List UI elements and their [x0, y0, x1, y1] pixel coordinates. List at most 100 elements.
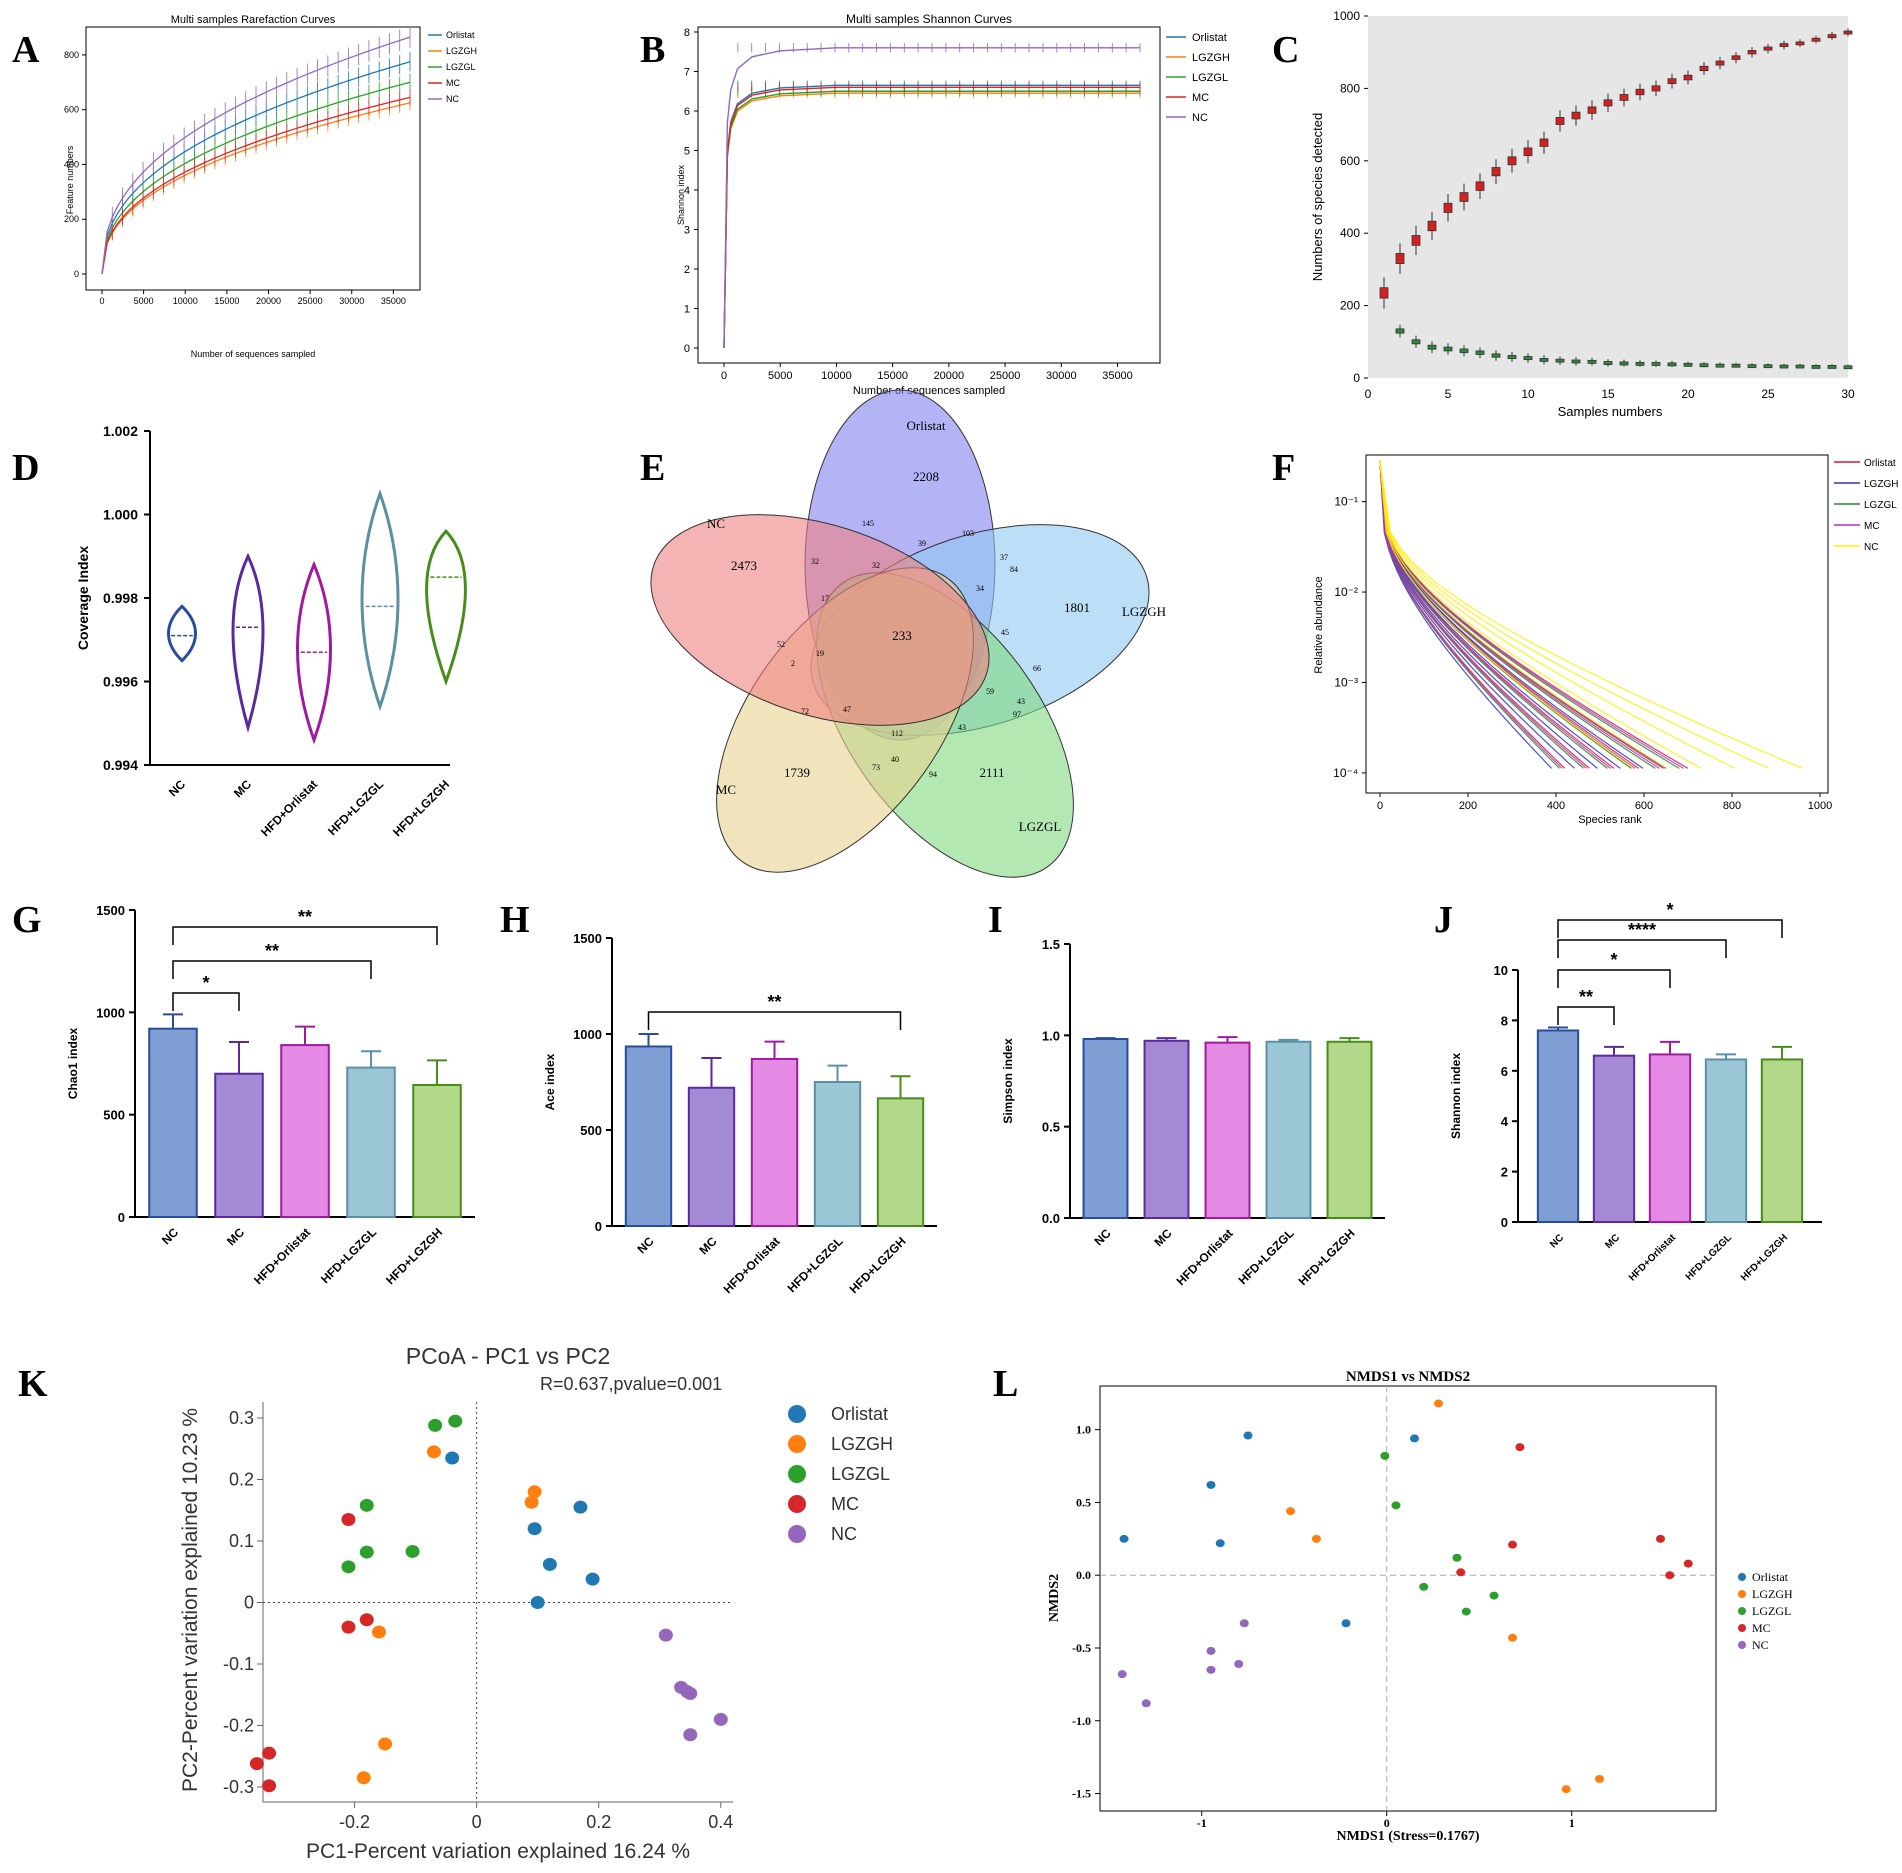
significance-bracket: [1557, 969, 1671, 988]
venn-unique-count: 1739: [784, 765, 810, 780]
legend-marker: [1738, 1607, 1746, 1615]
x-axis-label: Number of sequences sampled: [853, 385, 1005, 397]
significance-label: **: [298, 907, 312, 927]
y-tick-label: 400: [64, 159, 79, 169]
legend-label: NC: [446, 94, 459, 104]
venn-shared-count: 32: [811, 557, 819, 566]
y-tick-label: 4: [1501, 1114, 1509, 1129]
point-lgzgh: [1508, 1633, 1518, 1642]
pan-box: [1699, 65, 1709, 72]
point-lgzgh: [356, 1771, 371, 1785]
point-orlistat: [585, 1572, 600, 1586]
chart-title: NMDS1 vs NMDS2: [1346, 1369, 1470, 1385]
pan-box: [1411, 235, 1421, 246]
series-line-mc: [723, 86, 1140, 349]
legend-marker: [1738, 1641, 1746, 1649]
legend-marker: [1738, 1573, 1746, 1581]
core-box: [1811, 365, 1821, 369]
venn-shared-count: 94: [929, 770, 937, 779]
y-tick-label: 0.0: [1076, 1568, 1091, 1582]
point-mc: [262, 1779, 277, 1793]
point-orlistat: [1409, 1434, 1419, 1443]
legend-label: LGZGL: [1192, 72, 1228, 84]
point-lgzgl: [1461, 1607, 1471, 1616]
point-orlistat: [1206, 1480, 1216, 1489]
venn-shared-count: 59: [986, 687, 994, 696]
pan-box: [1747, 50, 1757, 55]
x-tick-label: -0.2: [339, 1812, 370, 1832]
y-tick-label: 8: [684, 27, 690, 39]
y-tick-label: 600: [64, 105, 79, 115]
x-tick-label: HFD+LGZGL: [785, 1234, 846, 1295]
significance-label: *: [1666, 900, 1673, 920]
point-orlistat: [1119, 1534, 1129, 1543]
point-lgzgh: [1561, 1785, 1571, 1794]
pan-box: [1683, 74, 1693, 81]
rank-curve-mc: [1379, 460, 1612, 769]
venn-set-label: NC: [707, 516, 725, 531]
y-tick-label: 5: [684, 146, 690, 158]
bar-hfd-lgzgl: [813, 1081, 862, 1227]
significance-bracket: [1557, 939, 1727, 958]
venn-shared-count: 19: [816, 649, 824, 658]
core-box: [1459, 348, 1469, 354]
y-tick-label: 10⁻²: [1334, 585, 1358, 599]
y-axis-label: Shannon index: [676, 164, 686, 225]
x-tick-label: 25: [1761, 387, 1775, 401]
point-lgzgl: [1452, 1553, 1462, 1562]
significance-label: **: [265, 941, 279, 961]
legend-label: MC: [1752, 1621, 1771, 1635]
y-tick-label: 1.000: [103, 507, 138, 523]
point-mc: [1456, 1568, 1466, 1577]
core-box: [1475, 350, 1485, 355]
y-axis-label: Coverage Index: [75, 546, 91, 650]
y-tick-label: 1.0: [1042, 1028, 1060, 1043]
pan-box: [1427, 220, 1437, 232]
point-nc: [1234, 1659, 1244, 1668]
y-tick-label: 0.994: [103, 757, 138, 773]
panel-l-nmds: NMDS1 vs NMDS2 NMDS1 (Stress=0.1767) NMDS2…: [1047, 1369, 1793, 1844]
rank-curve-orlistat: [1379, 460, 1640, 769]
y-tick-label: 600: [1340, 154, 1360, 168]
x-tick-label: 5: [1445, 387, 1452, 401]
core-box: [1795, 364, 1805, 369]
core-box: [1635, 361, 1645, 366]
significance-label: **: [1579, 987, 1593, 1007]
y-tick-label: 800: [64, 50, 79, 60]
y-tick-label: 1000: [1333, 9, 1360, 23]
venn-shared-count: 233: [892, 628, 912, 643]
point-lgzgh: [371, 1625, 386, 1639]
legend-marker: [1738, 1624, 1746, 1632]
legend-label: Orlistat: [1752, 1570, 1789, 1584]
legend-label: LGZGH: [1752, 1587, 1793, 1601]
bar-hfd-orlistat: [1648, 1053, 1692, 1224]
pan-box: [1619, 94, 1629, 101]
pan-box: [1491, 167, 1501, 177]
legend-label: LGZGH: [446, 46, 477, 56]
legend-label: LGZGL: [831, 1464, 890, 1484]
pan-box: [1475, 181, 1485, 191]
pan-box: [1571, 111, 1581, 120]
x-tick-label: HFD+Orlistat: [1627, 1232, 1679, 1284]
x-tick-label: HFD+LGZGH: [390, 777, 452, 839]
point-orlistat: [530, 1596, 545, 1609]
pan-box: [1731, 55, 1741, 60]
bar-mc: [1143, 1039, 1190, 1220]
legend-label: LGZGL: [446, 62, 476, 72]
core-box: [1731, 363, 1741, 368]
venn-shared-count: 32: [872, 561, 880, 570]
significance-bracket: [172, 926, 438, 945]
x-tick-label: HFD+LGZGL: [1236, 1226, 1297, 1287]
panel-letter-K: K: [18, 1363, 48, 1405]
x-tick-label: MC: [697, 1234, 720, 1257]
venn-shared-count: 45: [1001, 628, 1009, 637]
point-lgzgh: [1311, 1534, 1321, 1543]
x-axis-label: Species rank: [1578, 814, 1642, 826]
y-axis-label: Relative abundance: [1313, 576, 1325, 673]
core-box: [1555, 358, 1565, 363]
x-tick-label: 20000: [256, 296, 281, 306]
x-tick-label: HFD+LGZGH: [1739, 1232, 1790, 1283]
